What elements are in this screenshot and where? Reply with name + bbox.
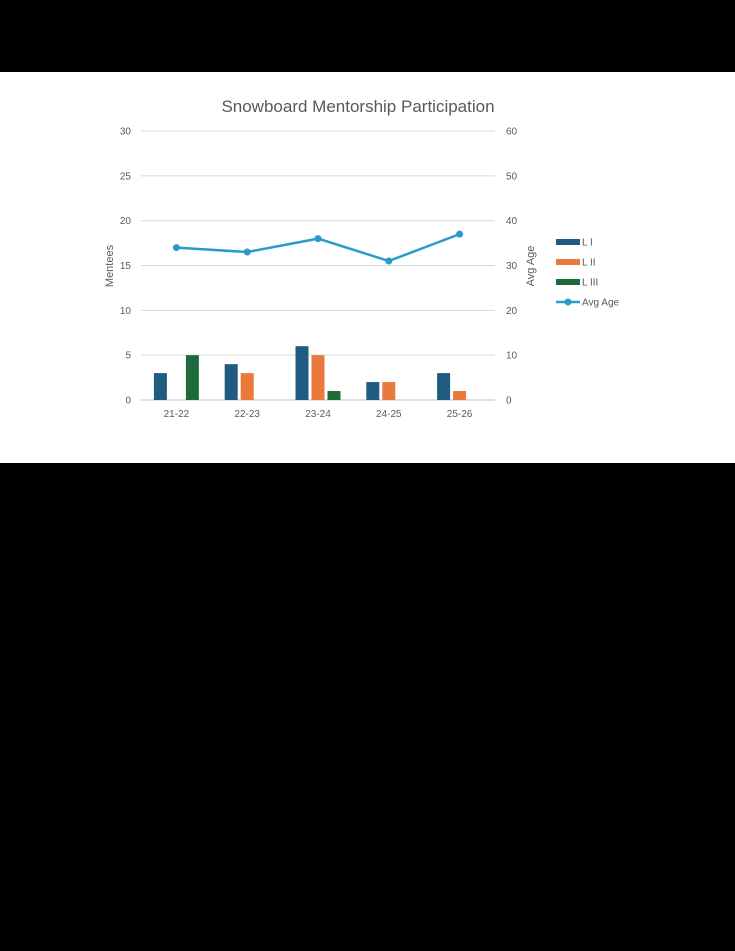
legend-swatch-l-ii: [556, 259, 580, 265]
legend-label-l-i: L I: [582, 238, 593, 249]
legend-swatch-l-iii: [556, 279, 580, 285]
legend-swatch-l-i: [556, 239, 580, 245]
avg-age-line: [172, 230, 464, 265]
avg-age-point: [456, 230, 464, 238]
bars: [153, 346, 467, 400]
y2-tick-label: 40: [506, 216, 518, 227]
legend-label-l-iii: L III: [582, 278, 598, 289]
bar-l-iii: [185, 355, 199, 400]
y2-axis-title: Avg Age: [525, 246, 537, 287]
legend-label-l-ii: L II: [582, 258, 596, 269]
y2-tick-label: 20: [506, 306, 518, 317]
avg-age-point: [172, 244, 180, 252]
y2-tick-label: 50: [506, 171, 518, 182]
y-tick-label: 30: [120, 127, 132, 138]
gridlines: [141, 130, 495, 401]
legend-marker-avg-age: [564, 298, 572, 306]
chart-title: Snowboard Mentorship Participation: [221, 97, 494, 116]
y-tick-label: 0: [125, 396, 131, 407]
y-tick-label: 10: [120, 306, 132, 317]
y-axis-title: Mentees: [104, 244, 116, 287]
y-tick-label: 15: [120, 261, 132, 272]
bar-l-i: [437, 373, 451, 400]
bar-l-i: [153, 373, 167, 400]
legend-label-avg-age: Avg Age: [582, 298, 620, 309]
bar-l-ii: [311, 355, 325, 400]
bar-l-ii: [240, 373, 254, 400]
avg-age-point: [385, 257, 393, 265]
chart: Snowboard Mentorship Participation 0 5 10 1…: [104, 97, 620, 421]
y-tick-label: 5: [125, 351, 131, 362]
bar-l-i: [366, 382, 380, 400]
x-tick-label: 22-23: [234, 409, 260, 420]
bar-l-ii: [382, 382, 396, 400]
y2-tick-label: 10: [506, 351, 518, 362]
y-tick-label: 25: [120, 171, 132, 182]
bar-l-i: [224, 364, 238, 400]
y2-tick-label: 30: [506, 261, 518, 272]
avg-age-point: [314, 235, 322, 243]
chart-panel: Snowboard Mentorship Participation 0 5 10 1…: [0, 72, 735, 463]
y-tick-label: 20: [120, 216, 132, 227]
y2-tick-label: 60: [506, 127, 518, 138]
x-tick-label: 25-26: [447, 409, 473, 420]
tick-labels: 0 5 10 15 20 25 30 0 10 20 30 40 50 60 21-22 22-23 23-24…: [120, 127, 518, 421]
y2-tick-label: 0: [506, 396, 512, 407]
bar-l-iii: [327, 391, 341, 400]
avg-age-point: [243, 248, 251, 256]
legend: L I L II L III Avg Age: [556, 238, 620, 309]
bar-l-ii: [453, 391, 467, 400]
x-tick-label: 23-24: [305, 409, 331, 420]
bar-l-i: [295, 346, 309, 400]
x-tick-label: 21-22: [164, 409, 190, 420]
x-tick-label: 24-25: [376, 409, 402, 420]
